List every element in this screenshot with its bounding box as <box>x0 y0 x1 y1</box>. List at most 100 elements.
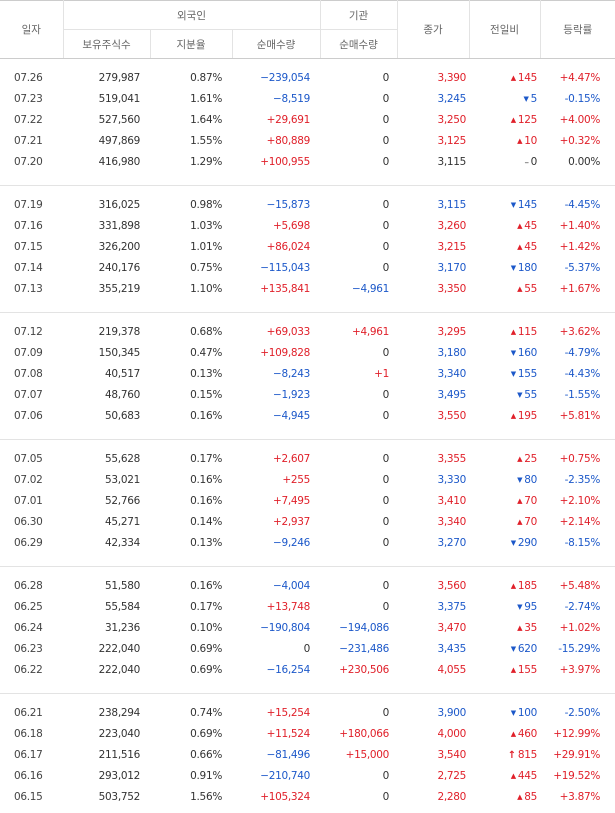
close-price-cell: 3,540 <box>437 748 467 761</box>
row-group: 07.12 219,378 0.68% +69,033 +4,961 3,295 ▲ 115 +… <box>0 313 615 440</box>
foreign-net-cell: +86,024 <box>266 240 311 253</box>
change-value: 10 <box>524 134 538 147</box>
date-cell: 07.21 <box>14 134 43 147</box>
foreign-ratio-cell: 0.68% <box>190 325 222 338</box>
header-cell: 외국인 <box>62 0 321 30</box>
change-cell: ▲ 145 <box>469 67 540 88</box>
foreign-net-cell: +109,828 <box>260 346 311 359</box>
data-row: 07.07 48,760 0.15% −1,923 0 3,495 ▼ 55 -1.55% <box>0 384 615 405</box>
institution-net-cell: −4,961 <box>351 282 390 295</box>
date-cell: 06.28 <box>14 579 43 592</box>
change-cell: ▲ 460 <box>469 723 540 744</box>
change-cell: ▲ 125 <box>469 109 540 130</box>
data-row: 07.14 240,176 0.75% −115,043 0 3,170 ▼ 180 -5.37… <box>0 257 615 278</box>
foreign-holdings-cell: 503,752 <box>98 790 141 803</box>
institution-net-cell: 0 <box>382 600 390 613</box>
foreign-ratio-cell: 0.16% <box>190 579 222 592</box>
close-price-cell: 3,330 <box>437 473 467 486</box>
change-value: 35 <box>524 621 538 634</box>
change-cell: ▲ 115 <box>469 321 540 342</box>
spacer-row <box>0 694 615 703</box>
date-cell: 07.15 <box>14 240 43 253</box>
up-icon: ▲ <box>510 411 516 420</box>
foreign-ratio-cell: 0.10% <box>190 621 222 634</box>
foreign-holdings-cell: 316,025 <box>98 198 141 211</box>
foreign-net-cell: +135,841 <box>260 282 311 295</box>
up-icon: ▲ <box>517 623 523 632</box>
change-rate-cell: +29.91% <box>553 748 601 761</box>
date-cell: 06.22 <box>14 663 43 676</box>
change-rate-cell: -15.29% <box>558 642 601 655</box>
change-cell: ▼ 95 <box>469 596 540 617</box>
up-icon: ▲ <box>517 221 523 230</box>
institution-net-cell: 0 <box>382 790 390 803</box>
data-row: 07.15 326,200 1.01% +86,024 0 3,215 ▲ 45 +1.42% <box>0 236 615 257</box>
close-price-cell: 3,125 <box>437 134 467 147</box>
change-cell: ▼ 155 <box>469 363 540 384</box>
foreign-ratio-cell: 1.55% <box>190 134 222 147</box>
change-cell: ▲ 45 <box>469 236 540 257</box>
foreign-ratio-cell: 0.16% <box>190 473 222 486</box>
date-cell: 06.23 <box>14 642 43 655</box>
data-row: 07.08 40,517 0.13% −8,243 +1 3,340 ▼ 155 -4.43% <box>0 363 615 384</box>
change-value: 85 <box>524 790 538 803</box>
change-rate-cell: -2.74% <box>564 600 601 613</box>
foreign-ratio-cell: 1.56% <box>190 790 222 803</box>
header-cell: 등락률 <box>539 0 615 59</box>
change-rate-cell: 0.00% <box>568 155 601 168</box>
foreign-net-cell: −1,923 <box>272 388 311 401</box>
change-value: 620 <box>517 642 538 655</box>
change-rate-cell: +0.32% <box>559 134 601 147</box>
up-icon: ▲ <box>510 115 516 124</box>
foreign-holdings-cell: 48,760 <box>105 388 140 401</box>
institution-net-cell: 0 <box>382 155 390 168</box>
change-value: 815 <box>517 748 538 761</box>
close-price-cell: 3,470 <box>437 621 467 634</box>
date-cell: 07.02 <box>14 473 43 486</box>
change-rate-cell: -2.35% <box>564 473 601 486</box>
change-cell: ▼ 180 <box>469 257 540 278</box>
close-price-cell: 3,550 <box>437 409 467 422</box>
down-icon: ▼ <box>523 94 529 103</box>
close-price-cell: 3,375 <box>437 600 467 613</box>
change-cell: ▼ 620 <box>469 638 540 659</box>
foreign-holdings-cell: 223,040 <box>98 727 141 740</box>
data-row: 06.15 503,752 1.56% +105,324 0 2,280 ▲ 85 +3.87% <box>0 786 615 807</box>
down-icon: ▼ <box>510 263 516 272</box>
foreign-holdings-cell: 45,271 <box>105 515 140 528</box>
foreign-holdings-cell: 55,584 <box>105 600 140 613</box>
date-cell: 07.06 <box>14 409 43 422</box>
foreign-net-cell: +15,254 <box>266 706 311 719</box>
down-icon: ▼ <box>510 348 516 357</box>
foreign-holdings-cell: 293,012 <box>98 769 141 782</box>
foreign-net-cell: −8,519 <box>272 92 311 105</box>
foreign-ratio-cell: 0.17% <box>190 452 222 465</box>
foreign-net-cell: −16,254 <box>266 663 311 676</box>
foreign-net-cell: −81,496 <box>266 748 311 761</box>
change-rate-cell: +1.42% <box>559 240 601 253</box>
change-value: 25 <box>524 452 538 465</box>
data-row: 06.23 222,040 0.69% 0 −231,486 3,435 ▼ 620 -15.2… <box>0 638 615 659</box>
institution-net-cell: −194,086 <box>339 621 390 634</box>
change-cell: ▲ 25 <box>469 448 540 469</box>
foreign-holdings-cell: 238,294 <box>98 706 141 719</box>
close-price-cell: 3,180 <box>437 346 467 359</box>
up-icon: ▲ <box>510 771 516 780</box>
date-cell: 06.16 <box>14 769 43 782</box>
date-cell: 07.12 <box>14 325 43 338</box>
spacer-row <box>0 567 615 576</box>
change-cell: ▼ 100 <box>469 702 540 723</box>
change-cell: ▲ 155 <box>469 659 540 680</box>
change-value: 155 <box>517 663 538 676</box>
data-row: 06.28 51,580 0.16% −4,004 0 3,560 ▲ 185 +5.48% <box>0 575 615 596</box>
data-row: 07.21 497,869 1.55% +80,889 0 3,125 ▲ 10 +0.32% <box>0 130 615 151</box>
institution-net-cell: +15,000 <box>345 748 390 761</box>
spacer-cell <box>0 426 615 440</box>
spacer-row <box>0 807 615 812</box>
change-cell: ▲ 445 <box>469 765 540 786</box>
change-cell: ▲ 35 <box>469 617 540 638</box>
spacer-cell <box>0 440 615 449</box>
foreign-ratio-cell: 0.66% <box>190 748 222 761</box>
change-cell: ▼ 55 <box>469 384 540 405</box>
close-price-cell: 3,170 <box>437 261 467 274</box>
